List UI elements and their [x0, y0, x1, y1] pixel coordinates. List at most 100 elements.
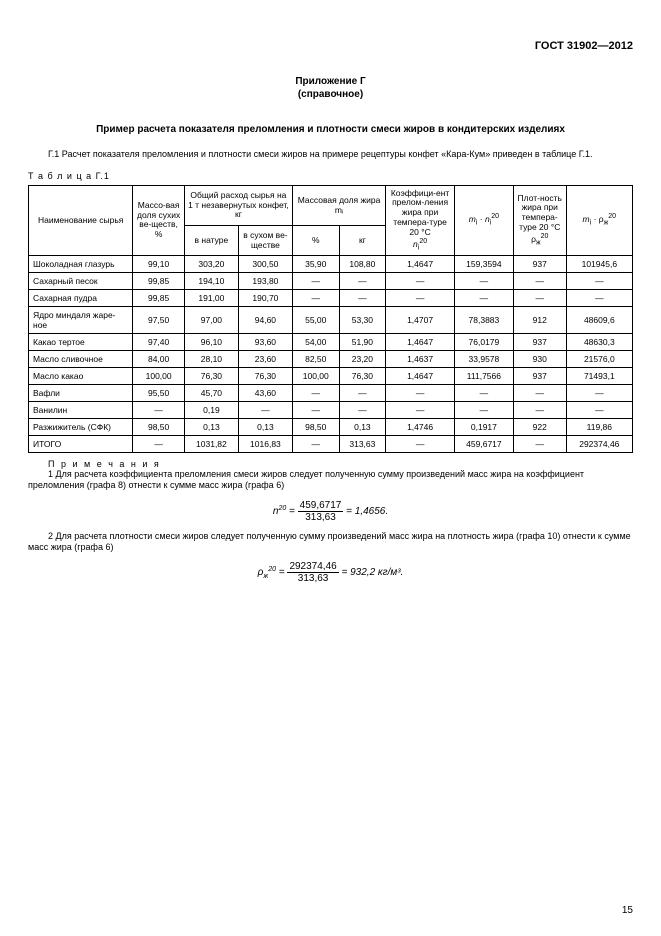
- table-cell: 1,4637: [386, 351, 455, 368]
- table-cell: 93,60: [238, 334, 292, 351]
- table-cell: —: [454, 402, 513, 419]
- table-cell: 300,50: [238, 256, 292, 273]
- col-fat: Массовая доля жира mᵢ: [292, 185, 385, 226]
- table-cell: —: [386, 273, 455, 290]
- table-cell: Масло какао: [29, 368, 133, 385]
- table-cell: 119,86: [566, 419, 632, 436]
- table-row: Масло сливочное84,0028,1023,6082,5023,20…: [29, 351, 633, 368]
- table-cell: —: [386, 402, 455, 419]
- table-cell: 76,30: [238, 368, 292, 385]
- table-cell: 912: [513, 307, 566, 334]
- table-cell: —: [339, 273, 386, 290]
- table-cell: 45,70: [184, 385, 238, 402]
- table-row: Какао тертое97,4096,1093,6054,0051,901,4…: [29, 334, 633, 351]
- table-row: Ванилин—0,19———————: [29, 402, 633, 419]
- col-fat-pct: %: [292, 226, 339, 256]
- formula-1-rhs: = 1,4656.: [346, 506, 388, 517]
- table-row: Шоколадная глазурь99,10303,20300,5035,90…: [29, 256, 633, 273]
- col-fat-kg: кг: [339, 226, 386, 256]
- table-cell: 190,70: [238, 290, 292, 307]
- table-cell: —: [566, 402, 632, 419]
- table-cell: 1,4707: [386, 307, 455, 334]
- table-cell: Сахарный песок: [29, 273, 133, 290]
- formula-1-num: 459,6717: [298, 500, 344, 512]
- table-cell: 1031,82: [184, 436, 238, 453]
- table-cell: 51,90: [339, 334, 386, 351]
- col-dry: Массо-вая доля сухих ве-ществ, %: [133, 185, 185, 255]
- table-cell: 48609,6: [566, 307, 632, 334]
- table-cell: 28,10: [184, 351, 238, 368]
- formula-2-rhs: = 932,2 кг/м³.: [342, 567, 404, 578]
- table-cell: 303,20: [184, 256, 238, 273]
- table-cell: 937: [513, 256, 566, 273]
- table-cell: —: [566, 290, 632, 307]
- table-cell: 459,6717: [454, 436, 513, 453]
- document-header: ГОСТ 31902—2012: [28, 40, 633, 52]
- table-cell: 76,30: [184, 368, 238, 385]
- appendix-title: Приложение Г: [28, 76, 633, 87]
- table-cell: 96,10: [184, 334, 238, 351]
- table-cell: 76,30: [339, 368, 386, 385]
- table-cell: 100,00: [292, 368, 339, 385]
- table-cell: —: [339, 385, 386, 402]
- table-cell: 0,1917: [454, 419, 513, 436]
- formula-2-num: 292374,46: [287, 561, 338, 573]
- table-row: Вафли95,5045,7043,60——————: [29, 385, 633, 402]
- formula-1-den: 313,63: [298, 512, 344, 523]
- table-cell: 159,3594: [454, 256, 513, 273]
- table-row: Масло какао100,0076,3076,30100,0076,301,…: [29, 368, 633, 385]
- table-cell: 35,90: [292, 256, 339, 273]
- table-cell: —: [292, 402, 339, 419]
- table-row: Ядро миндаля жаре-ное97,5097,0094,6055,0…: [29, 307, 633, 334]
- table-cell: 108,80: [339, 256, 386, 273]
- col-dryweight: в сухом ве-ществе: [238, 226, 292, 256]
- table-cell: 292374,46: [566, 436, 632, 453]
- table-row: Сахарная пудра99,85191,00190,70——————: [29, 290, 633, 307]
- table-row: Сахарный песок99,85194,10193,80——————: [29, 273, 633, 290]
- table-cell: 99,85: [133, 273, 185, 290]
- table-label: Т а б л и ц а Г.1: [28, 171, 633, 181]
- table-cell: 99,85: [133, 290, 185, 307]
- table-cell: ИТОГО: [29, 436, 133, 453]
- table-cell: —: [386, 436, 455, 453]
- table-cell: Какао тертое: [29, 334, 133, 351]
- col-consumption: Общий расход сырья на 1 т незавернутых к…: [184, 185, 292, 226]
- table-cell: 98,50: [292, 419, 339, 436]
- table-cell: —: [292, 385, 339, 402]
- table-cell: 194,10: [184, 273, 238, 290]
- page-number: 15: [622, 905, 633, 916]
- table-cell: 111,7566: [454, 368, 513, 385]
- table-cell: 0,13: [184, 419, 238, 436]
- table-cell: —: [454, 290, 513, 307]
- section-title: Пример расчета показателя преломления и …: [28, 124, 633, 135]
- table-cell: 53,30: [339, 307, 386, 334]
- table-cell: —: [454, 273, 513, 290]
- table-cell: —: [133, 402, 185, 419]
- table-cell: —: [292, 290, 339, 307]
- table-cell: 1,4647: [386, 334, 455, 351]
- notes-label: П р и м е ч а н и я: [28, 459, 633, 469]
- table-cell: Вафли: [29, 385, 133, 402]
- table-cell: Ядро миндаля жаре-ное: [29, 307, 133, 334]
- col-rho: Плот-ность жира при темпера-туре 20 °С ρ…: [513, 185, 566, 255]
- table-cell: —: [454, 385, 513, 402]
- table-cell: —: [566, 385, 632, 402]
- table-cell: 313,63: [339, 436, 386, 453]
- table-cell: —: [133, 436, 185, 453]
- table-cell: 930: [513, 351, 566, 368]
- table-cell: 193,80: [238, 273, 292, 290]
- table-cell: 191,00: [184, 290, 238, 307]
- formula-1: n20 = 459,6717313,63 = 1,4656.: [28, 500, 633, 523]
- table-row: Разжижитель (СФК)98,500,130,1398,500,131…: [29, 419, 633, 436]
- formula-2: ρж20 = 292374,46313,63 = 932,2 кг/м³.: [28, 561, 633, 584]
- col-mn: mi · ni20: [454, 185, 513, 255]
- table-cell: 71493,1: [566, 368, 632, 385]
- data-table: Наименование сырья Массо-вая доля сухих …: [28, 185, 633, 453]
- table-cell: 23,60: [238, 351, 292, 368]
- table-cell: 97,00: [184, 307, 238, 334]
- table-cell: 1,4647: [386, 256, 455, 273]
- table-cell: —: [513, 290, 566, 307]
- col-n20: Коэффици-ент прелом-ления жира при темпе…: [386, 185, 455, 255]
- table-cell: —: [386, 385, 455, 402]
- table-cell: 82,50: [292, 351, 339, 368]
